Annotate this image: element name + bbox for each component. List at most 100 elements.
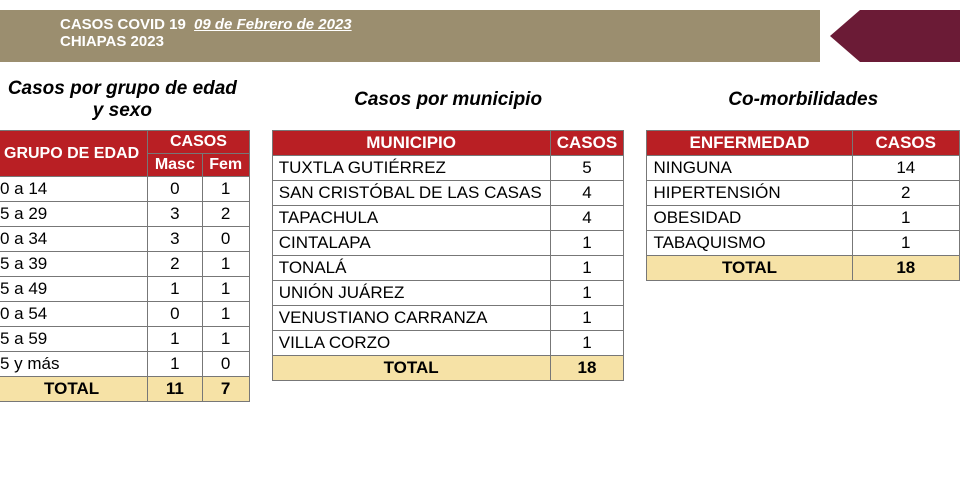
muni-cases: 5	[550, 156, 624, 181]
corner-decoration	[830, 10, 960, 62]
comorb-title: Co-morbilidades	[646, 70, 960, 130]
comorb-label: OBESIDAD	[647, 206, 852, 231]
header-subtitle: CHIAPAS 2023	[60, 33, 800, 50]
muni-label: VILLA CORZO	[272, 331, 550, 356]
comorb-label: TABAQUISMO	[647, 231, 852, 256]
table-row: TONALÁ1	[272, 256, 624, 281]
age-sex-column: Casos por grupo de edad y sexo GRUPO DE …	[0, 70, 250, 402]
age-sex-table: GRUPO DE EDAD CASOS Masc Fem 0 a 14015 a…	[0, 130, 250, 402]
age-label: 0 a 34	[0, 227, 148, 252]
age-fem: 1	[202, 252, 249, 277]
age-header-fem: Fem	[202, 154, 249, 177]
comorb-cases: 1	[852, 231, 959, 256]
muni-cases: 1	[550, 281, 624, 306]
age-masc: 3	[148, 227, 202, 252]
comorb-table: ENFERMEDAD CASOS NINGUNA14HIPERTENSIÓN2O…	[646, 130, 960, 281]
table-row: 5 y más10	[0, 352, 249, 377]
comorb-header-cases: CASOS	[852, 131, 959, 156]
muni-label: TAPACHULA	[272, 206, 550, 231]
age-label: 5 a 29	[0, 202, 148, 227]
age-fem: 1	[202, 277, 249, 302]
muni-label: VENUSTIANO CARRANZA	[272, 306, 550, 331]
table-row: TAPACHULA4	[272, 206, 624, 231]
age-label: 5 a 39	[0, 252, 148, 277]
comorb-header-disease: ENFERMEDAD	[647, 131, 852, 156]
age-masc: 2	[148, 252, 202, 277]
table-row: HIPERTENSIÓN2	[647, 181, 960, 206]
age-label: 5 y más	[0, 352, 148, 377]
comorb-label: NINGUNA	[647, 156, 852, 181]
muni-label: SAN CRISTÓBAL DE LAS CASAS	[272, 181, 550, 206]
age-masc: 1	[148, 327, 202, 352]
table-row: 5 a 3921	[0, 252, 249, 277]
table-row: SAN CRISTÓBAL DE LAS CASAS4	[272, 181, 624, 206]
muni-header-cases: CASOS	[550, 131, 624, 156]
table-row: 0 a 3430	[0, 227, 249, 252]
age-fem: 2	[202, 202, 249, 227]
age-masc: 0	[148, 302, 202, 327]
age-fem: 0	[202, 352, 249, 377]
content-area: Casos por grupo de edad y sexo GRUPO DE …	[0, 70, 960, 402]
comorb-total-label: TOTAL	[647, 256, 852, 281]
muni-label: UNIÓN JUÁREZ	[272, 281, 550, 306]
age-header-group: GRUPO DE EDAD	[0, 131, 148, 177]
municipio-column: Casos por municipio MUNICIPIO CASOS TUXT…	[272, 70, 625, 402]
header-bar: CASOS COVID 19 09 de Febrero de 2023 CHI…	[0, 10, 820, 62]
table-row: TUXTLA GUTIÉRREZ5	[272, 156, 624, 181]
muni-cases: 1	[550, 256, 624, 281]
table-row: OBESIDAD1	[647, 206, 960, 231]
muni-cases: 1	[550, 331, 624, 356]
muni-cases: 1	[550, 306, 624, 331]
muni-header-name: MUNICIPIO	[272, 131, 550, 156]
muni-label: CINTALAPA	[272, 231, 550, 256]
age-fem: 1	[202, 177, 249, 202]
municipio-table: MUNICIPIO CASOS TUXTLA GUTIÉRREZ5SAN CRI…	[272, 130, 625, 381]
comorb-cases: 14	[852, 156, 959, 181]
table-row: VILLA CORZO1	[272, 331, 624, 356]
muni-total-label: TOTAL	[272, 356, 550, 381]
table-row: 5 a 4911	[0, 277, 249, 302]
comorb-column: Co-morbilidades ENFERMEDAD CASOS NINGUNA…	[646, 70, 960, 402]
age-masc: 1	[148, 277, 202, 302]
age-total-label: TOTAL	[0, 377, 148, 402]
age-fem: 1	[202, 302, 249, 327]
table-row: UNIÓN JUÁREZ1	[272, 281, 624, 306]
table-row: TABAQUISMO1	[647, 231, 960, 256]
age-fem: 0	[202, 227, 249, 252]
age-header-masc: Masc	[148, 154, 202, 177]
age-header-cases: CASOS	[148, 131, 250, 154]
age-total-masc: 11	[148, 377, 202, 402]
age-label: 5 a 49	[0, 277, 148, 302]
muni-total-row: TOTAL 18	[272, 356, 624, 381]
table-row: 5 a 2932	[0, 202, 249, 227]
comorb-total-row: TOTAL 18	[647, 256, 960, 281]
muni-cases: 1	[550, 231, 624, 256]
age-fem: 1	[202, 327, 249, 352]
age-total-row: TOTAL 11 7	[0, 377, 249, 402]
muni-label: TUXTLA GUTIÉRREZ	[272, 156, 550, 181]
muni-label: TONALÁ	[272, 256, 550, 281]
age-masc: 3	[148, 202, 202, 227]
age-label: 0 a 14	[0, 177, 148, 202]
comorb-cases: 1	[852, 206, 959, 231]
header-date: 09 de Febrero de 2023	[194, 16, 352, 33]
table-row: NINGUNA14	[647, 156, 960, 181]
comorb-label: HIPERTENSIÓN	[647, 181, 852, 206]
comorb-total-cases: 18	[852, 256, 959, 281]
muni-cases: 4	[550, 181, 624, 206]
age-label: 5 a 59	[0, 327, 148, 352]
muni-total-cases: 18	[550, 356, 624, 381]
municipio-title: Casos por municipio	[272, 70, 625, 130]
table-row: VENUSTIANO CARRANZA1	[272, 306, 624, 331]
muni-cases: 4	[550, 206, 624, 231]
header-title: CASOS COVID 19	[60, 16, 186, 33]
table-row: 0 a 5401	[0, 302, 249, 327]
table-row: CINTALAPA1	[272, 231, 624, 256]
age-masc: 1	[148, 352, 202, 377]
age-sex-title: Casos por grupo de edad y sexo	[0, 70, 250, 130]
table-row: 5 a 5911	[0, 327, 249, 352]
table-row: 0 a 1401	[0, 177, 249, 202]
age-total-fem: 7	[202, 377, 249, 402]
age-label: 0 a 54	[0, 302, 148, 327]
comorb-cases: 2	[852, 181, 959, 206]
